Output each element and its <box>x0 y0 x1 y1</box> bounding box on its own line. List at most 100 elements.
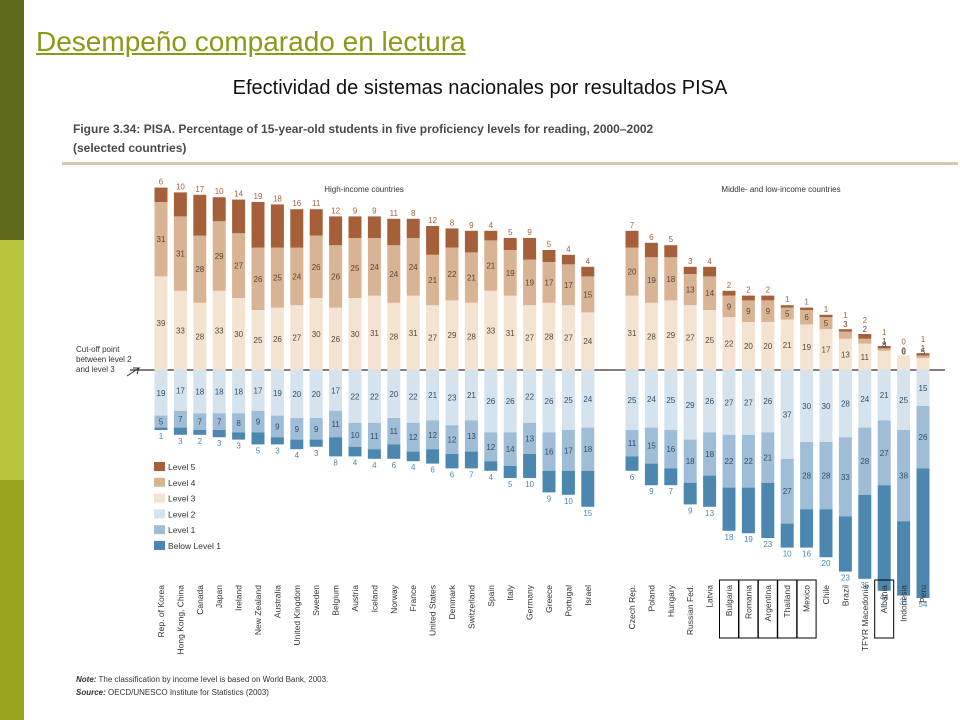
bar-france-l4 <box>406 238 420 296</box>
legend-label-0: Level 5 <box>168 462 196 472</box>
bar-latvia-l2 <box>703 370 717 433</box>
label-hong-kong-china-b1: 3 <box>178 437 183 446</box>
bar-spain-b1 <box>484 461 498 471</box>
label-iceland-l3: 31 <box>370 329 379 338</box>
label-austria-l1: 10 <box>351 431 360 440</box>
label-portugal-l4: 17 <box>564 281 573 290</box>
label-italy-b1: 5 <box>508 480 513 489</box>
country-label-switzerland: Switzerland <box>466 585 476 629</box>
bar-greece-l1 <box>542 432 556 471</box>
bar-israel-l3 <box>581 312 595 370</box>
label-spain-l2: 26 <box>486 397 495 406</box>
bar-sweden-l3 <box>309 298 323 370</box>
bar-ireland-l1 <box>232 413 246 433</box>
bar-portugal-l3 <box>561 305 575 370</box>
label-portugal-b1: 10 <box>564 497 573 506</box>
label-bulgaria-l4: 9 <box>727 302 732 311</box>
bar-hong-kong-china-l3 <box>173 290 187 370</box>
country-label-israel: Israel <box>583 585 593 606</box>
bar-germany-b1 <box>523 454 537 478</box>
bar-austria-l3 <box>348 298 362 370</box>
bar-denmark-l4 <box>445 247 459 301</box>
bar-hong-kong-china-l4 <box>173 216 187 291</box>
bar-sweden-b1 <box>309 439 323 447</box>
bar-portugal-l1 <box>561 430 575 471</box>
label-new-zealand-l5: 19 <box>254 192 263 201</box>
label-rep-of-korea-l4: 31 <box>157 235 166 244</box>
bar-united-kingdom-l3 <box>290 305 304 370</box>
bar-france-l3 <box>406 295 420 370</box>
label-hungary-l3: 29 <box>666 331 675 340</box>
country-label-austria: Austria <box>350 585 360 612</box>
label-latvia-l5: 4 <box>707 257 712 266</box>
bar-chile-l1 <box>819 442 833 510</box>
label-poland-b1: 9 <box>649 487 654 496</box>
label-peru-l3: 5 <box>921 348 926 357</box>
label-sweden-l5: 11 <box>312 199 321 208</box>
bar-spain-l1 <box>484 432 498 462</box>
label-romania-l3: 20 <box>744 342 753 351</box>
bar-switzerland-l1 <box>464 420 478 452</box>
bar-new-zealand-l4 <box>251 247 265 310</box>
bar-ireland-l3 <box>232 298 246 370</box>
label-sweden-b1: 3 <box>314 449 319 458</box>
bar-thailand-l1 <box>780 458 794 524</box>
bar-argentina-l4 <box>761 300 775 322</box>
label-greece-l4: 17 <box>545 278 554 287</box>
label-austria-l4: 25 <box>351 264 360 273</box>
bar-argentina-b1 <box>761 482 775 538</box>
bar-indonesia-l3 <box>897 355 911 370</box>
label-albania-l2: 21 <box>880 391 889 400</box>
bar-japan-l2 <box>212 370 226 414</box>
country-label-thailand: Thailand <box>782 585 792 618</box>
label-belgium-l3: 26 <box>331 335 340 344</box>
bar-romania-l1 <box>741 434 755 488</box>
label-norway-b1: 6 <box>392 461 397 470</box>
label-israel-l5: 4 <box>586 257 591 266</box>
bar-argentina-l1 <box>761 432 775 483</box>
label-poland-l2: 24 <box>647 395 656 404</box>
bar-united-states-l3 <box>426 305 440 370</box>
bar-switzerland-b1 <box>464 451 478 469</box>
label-argentina-b1: 23 <box>763 540 772 549</box>
label-iceland-l5: 9 <box>372 206 377 215</box>
label-denmark-l4: 22 <box>448 270 457 279</box>
slide-title[interactable]: Desempeño comparado en lectura <box>36 26 466 57</box>
bar-israel-l4 <box>581 276 595 313</box>
label-united-kingdom-b1: 4 <box>295 451 300 460</box>
label-japan-l4: 29 <box>215 252 224 261</box>
bar-france-l5 <box>406 218 420 238</box>
label-czech-rep--l2: 25 <box>628 396 637 405</box>
label-albania-l4: 1 <box>882 337 887 346</box>
bar-peru-l1 <box>916 406 930 469</box>
bar-switzerland-l2 <box>464 370 478 421</box>
label-portugal-l2: 25 <box>564 396 573 405</box>
bar-ireland-l4 <box>232 233 246 298</box>
label-latvia-l4: 14 <box>705 289 714 298</box>
country-label-norway: Norway <box>389 584 399 614</box>
label-indonesia-l4: 0 <box>901 347 906 356</box>
label-portugal-l1: 17 <box>564 446 573 455</box>
cutoff-label-line-3: and level 3 <box>76 365 115 374</box>
label-chile-b1: 20 <box>822 559 831 568</box>
label-germany-l1: 13 <box>525 434 534 443</box>
bar-argentina-l5 <box>761 295 775 301</box>
side-band-olive <box>0 480 24 720</box>
bar-israel-b1 <box>581 470 595 507</box>
label-brazil-l1: 33 <box>841 473 850 482</box>
bar-albania-l2 <box>877 370 891 421</box>
label-argentina-l3: 20 <box>763 342 772 351</box>
label-japan-l3: 33 <box>215 326 224 335</box>
bar-canada-l5 <box>193 194 207 236</box>
label-greece-l1: 16 <box>545 448 554 457</box>
bar-denmark-l1 <box>445 425 459 454</box>
label-denmark-b1: 6 <box>450 470 455 479</box>
label-spain-l3: 33 <box>486 326 495 335</box>
bar-albania-l5 <box>877 346 891 349</box>
label-switzerland-l3: 28 <box>467 332 476 341</box>
label-norway-l2: 20 <box>389 390 398 399</box>
country-label-united-states: United States <box>428 585 438 636</box>
legend-label-4: Level 1 <box>168 525 196 535</box>
bar-canada-b1 <box>193 430 207 435</box>
country-label-czech-rep-: Czech Rep. <box>627 585 637 629</box>
